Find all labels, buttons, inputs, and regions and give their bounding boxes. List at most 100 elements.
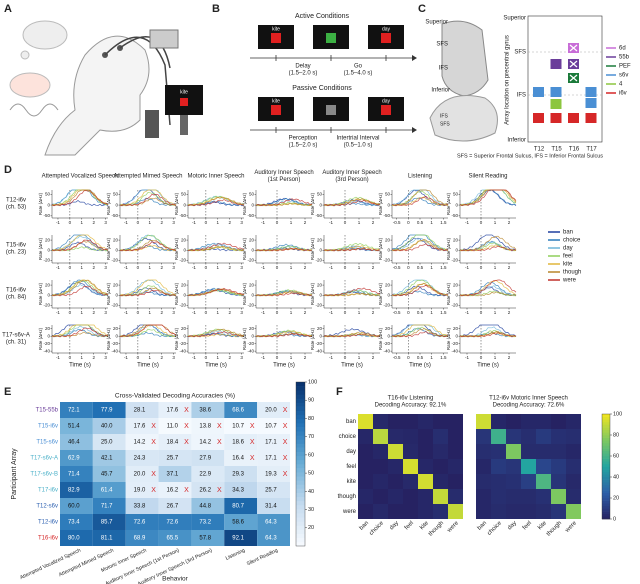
x-tick-label: 2 bbox=[372, 310, 375, 315]
precentral-gyrus bbox=[441, 20, 489, 97]
row-label: (ch. 23) bbox=[6, 250, 26, 256]
phase-range: (1.5–4.0 s) bbox=[344, 71, 373, 77]
trace bbox=[255, 198, 313, 207]
trace bbox=[392, 331, 449, 338]
trace bbox=[187, 242, 245, 252]
colorbar-segment bbox=[296, 505, 305, 510]
colorbar-segment bbox=[296, 492, 305, 498]
y-axis-title: Rate (ΔHz) bbox=[106, 192, 111, 215]
x-tick-label: 3 bbox=[172, 355, 175, 360]
speech-bubble bbox=[9, 72, 51, 98]
chart-title: T12-i6v Motoric Inner Speech bbox=[489, 396, 568, 402]
trace bbox=[459, 235, 517, 252]
heatmap-cell bbox=[92, 498, 126, 514]
x-tick-label: 0 bbox=[407, 220, 410, 225]
x-tick-label: -1 bbox=[192, 310, 196, 315]
trace bbox=[51, 279, 109, 297]
column-title: Attempted Mimed Speech bbox=[113, 174, 182, 180]
y-tick-label: 50 bbox=[385, 191, 391, 196]
y-tick-label: 0 bbox=[183, 247, 186, 252]
colorbar-segment bbox=[602, 450, 610, 454]
chart-title: T16-i6v Listening bbox=[388, 396, 434, 402]
colorbar-segment bbox=[296, 488, 305, 493]
trace bbox=[459, 279, 517, 297]
trace bbox=[51, 190, 109, 207]
row-label: T12-i6v bbox=[6, 198, 26, 204]
trace bbox=[391, 279, 449, 297]
cell-label: 81.1 bbox=[101, 536, 113, 542]
x-tick-label: 2 bbox=[228, 265, 231, 270]
trace bbox=[51, 234, 109, 251]
thought-bubble bbox=[22, 20, 68, 50]
x-tick-label: 0 bbox=[407, 265, 410, 270]
y-tick-label: -20 bbox=[43, 303, 50, 308]
y-tick-label: 0 bbox=[251, 292, 254, 297]
colorbar-segment bbox=[296, 410, 305, 416]
y-tick-label: -50 bbox=[451, 213, 458, 218]
cell-flag: X bbox=[184, 407, 189, 414]
colorbar-tick-label: 0 bbox=[613, 516, 616, 522]
colorbar-segment bbox=[296, 472, 305, 477]
cell-label: 14.2 bbox=[199, 440, 211, 446]
y-tick-label: 0 bbox=[251, 247, 254, 252]
array-marker bbox=[550, 99, 562, 109]
cell-flag: X bbox=[217, 439, 222, 446]
heatmap-cell bbox=[158, 418, 192, 434]
cell-flag: X bbox=[283, 455, 288, 462]
cue-square bbox=[271, 105, 281, 115]
x-tick-label: 1 bbox=[81, 265, 84, 270]
y-axis-title: Participant Array bbox=[11, 448, 18, 500]
matrix-cell bbox=[433, 459, 448, 474]
cue-square bbox=[326, 105, 336, 115]
x-tick-label: 3 bbox=[240, 265, 243, 270]
heatmap-cell bbox=[92, 514, 126, 530]
y-tick-label: 20 bbox=[249, 282, 255, 287]
colorbar-tick-label: 80 bbox=[613, 432, 619, 438]
trace bbox=[459, 331, 517, 338]
matrix-cell bbox=[506, 489, 521, 504]
x-tick-label: 0 bbox=[407, 355, 410, 360]
computer bbox=[145, 110, 159, 138]
heatmap-cell bbox=[125, 418, 159, 434]
cell-flag: X bbox=[184, 487, 189, 494]
colorbar-segment bbox=[296, 525, 305, 530]
x-tick-label: T12 bbox=[534, 147, 545, 153]
x-tick-label: 0 bbox=[480, 220, 483, 225]
x-tick-label: 1 bbox=[217, 265, 220, 270]
y-tick-label: -20 bbox=[451, 303, 458, 308]
x-tick-label: 0 bbox=[344, 220, 347, 225]
phase-range: (0.5–1.0 s) bbox=[344, 143, 373, 149]
colorbar-tick-label: 20 bbox=[308, 525, 314, 531]
colorbar-segment bbox=[602, 505, 610, 509]
heatmap-cell bbox=[60, 514, 93, 530]
y-tick-label: 20 bbox=[181, 282, 187, 287]
cell-flag: X bbox=[283, 423, 288, 430]
row-label: though bbox=[338, 494, 356, 500]
colorbar-segment bbox=[602, 503, 610, 507]
colorbar-segment bbox=[296, 496, 305, 502]
x-tick-label: 1 bbox=[149, 265, 152, 270]
x-tick-label: 0 bbox=[69, 220, 72, 225]
cell-label: 34.3 bbox=[232, 488, 244, 494]
matrix-cell bbox=[536, 474, 551, 489]
x-axis-title: Time (s) bbox=[69, 363, 91, 369]
colorbar-segment bbox=[602, 414, 610, 417]
cell-label: 62.9 bbox=[68, 456, 80, 462]
matrix-cell bbox=[521, 429, 536, 444]
y-tick-label: -20 bbox=[315, 258, 322, 263]
x-tick-label: -1 bbox=[261, 310, 265, 315]
heatmap-cell bbox=[125, 434, 159, 450]
colorbar-segment bbox=[296, 406, 305, 411]
screen-word: kite bbox=[180, 89, 188, 95]
x-tick-label: 3 bbox=[172, 265, 175, 270]
cell-label: 24.3 bbox=[134, 456, 146, 462]
colorbar-segment bbox=[296, 537, 305, 543]
array-marker bbox=[550, 113, 562, 123]
y-axis-title: Rate (ΔHz) bbox=[174, 192, 179, 215]
trace bbox=[51, 189, 109, 206]
matrix-cell bbox=[448, 489, 463, 504]
cell-label: 16.2 bbox=[167, 488, 179, 494]
colorbar-segment bbox=[602, 508, 610, 512]
panel-label: B bbox=[212, 3, 220, 15]
x-tick-label: 0 bbox=[276, 265, 279, 270]
